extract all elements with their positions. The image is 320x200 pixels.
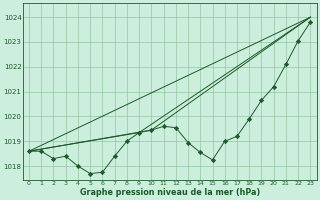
X-axis label: Graphe pression niveau de la mer (hPa): Graphe pression niveau de la mer (hPa) [80, 188, 260, 197]
